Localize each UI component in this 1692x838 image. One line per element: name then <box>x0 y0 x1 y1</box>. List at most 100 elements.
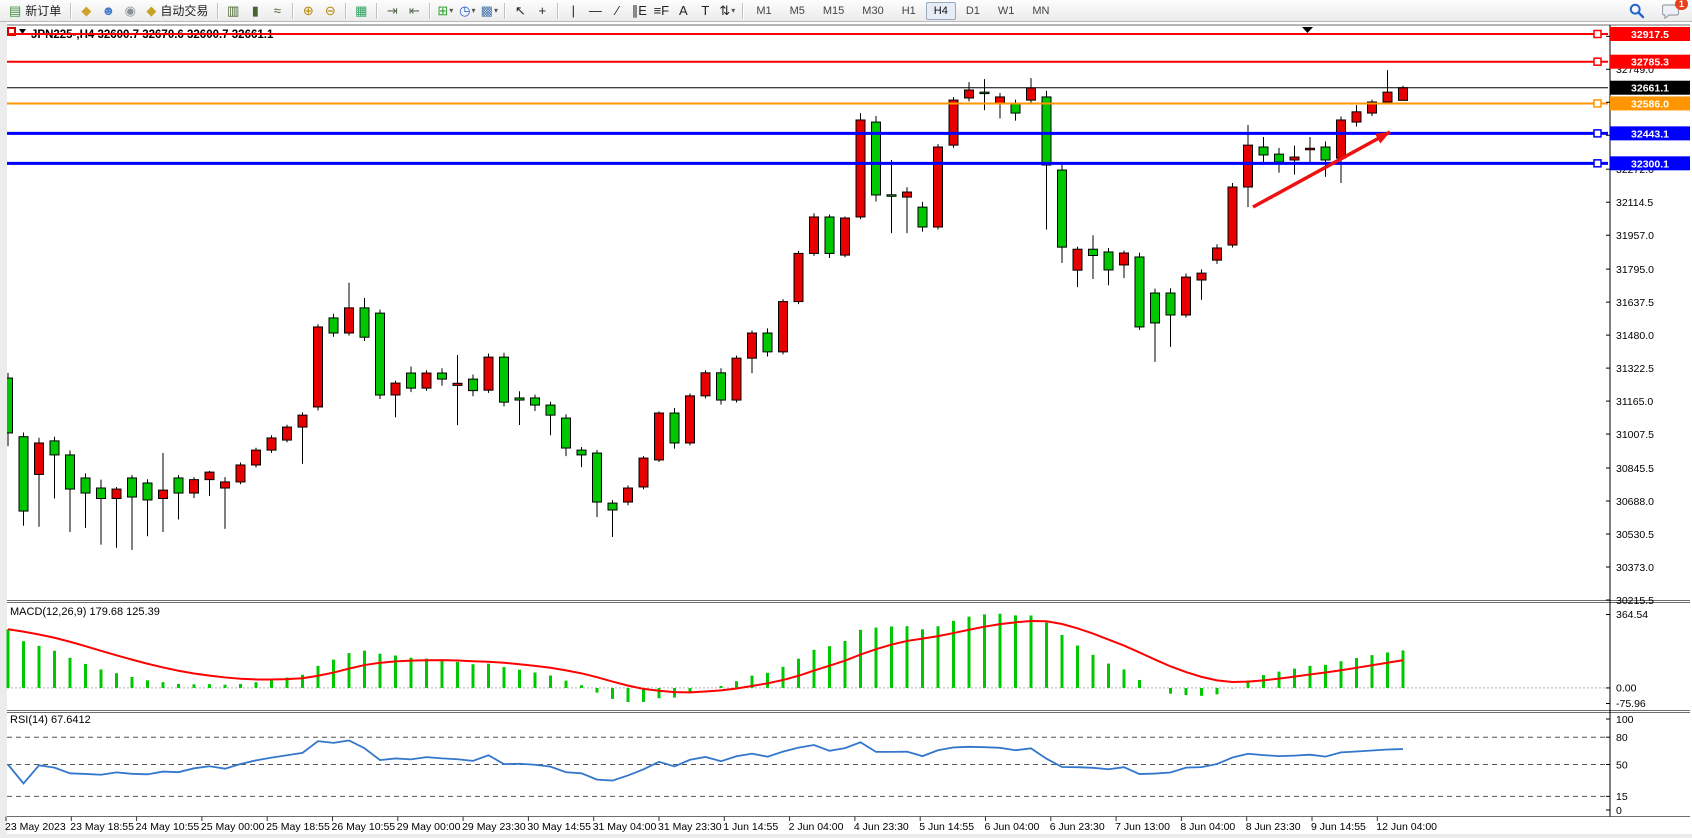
macd-axis[interactable]: 364.54 0.00 -75.96 <box>1606 609 1648 710</box>
periods-icon[interactable]: ◷ ▾ <box>457 2 477 20</box>
zoom-in-icon[interactable]: ⊕ <box>298 2 318 20</box>
svg-text:15: 15 <box>1616 791 1628 803</box>
bar-chart-icon[interactable]: ▥ <box>223 2 243 20</box>
dropdown-caret-icon[interactable]: ▾ <box>493 5 498 15</box>
vertical-line-icon[interactable]: | <box>563 2 583 20</box>
svg-text:4 Jun 23:30: 4 Jun 23:30 <box>854 821 909 833</box>
text-label-icon-glyph: T <box>701 2 710 18</box>
toolbar-separator <box>557 2 559 19</box>
svg-text:8 Jun 23:30: 8 Jun 23:30 <box>1246 821 1301 833</box>
timeframe-m1[interactable]: M1 <box>756 4 772 17</box>
time-axis[interactable]: 23 May 2023 23 May 18:55 24 May 10:55 25 Ma… <box>5 816 1437 834</box>
trendline-icon[interactable]: ∕ <box>607 2 627 20</box>
timeframe-h1[interactable]: H1 <box>901 4 916 17</box>
svg-text:32661.1: 32661.1 <box>1631 83 1669 95</box>
price-tag-32785.3 <box>1610 54 1690 69</box>
toolbar-separator <box>217 2 219 19</box>
vertical-line-icon-glyph: | <box>571 2 576 18</box>
svg-text:32114.5: 32114.5 <box>1616 197 1653 209</box>
zoom-out-icon[interactable]: ⊖ <box>320 2 340 20</box>
rsi-axis[interactable]: 100 80 50 15 0 <box>1606 714 1634 817</box>
svg-text:30688.0: 30688.0 <box>1616 496 1654 508</box>
styles-icon[interactable]: ◆ <box>76 2 96 20</box>
svg-text:32917.5: 32917.5 <box>1631 29 1669 41</box>
candlestick-series <box>7 70 1408 550</box>
horizontal-lines[interactable] <box>7 29 1608 168</box>
timeframe-w1[interactable]: W1 <box>997 4 1015 17</box>
collapse-arrow-icon[interactable] <box>19 29 26 34</box>
trend-arrow-annotation[interactable] <box>1252 130 1391 209</box>
rsi-line <box>7 739 1404 785</box>
timeframe-d1[interactable]: D1 <box>965 4 980 17</box>
svg-text:31957.0: 31957.0 <box>1616 230 1654 242</box>
timeframe-m30[interactable]: M30 <box>862 4 884 17</box>
text-label-icon[interactable]: T <box>695 2 715 20</box>
autotrading-button[interactable]: ◆ 自动交易 <box>141 2 213 20</box>
fibonacci-icon-glyph: ≡F <box>653 2 670 18</box>
broadcast-icon[interactable]: ◉ <box>120 2 140 20</box>
search-icon[interactable] <box>1627 2 1647 20</box>
bar-chart-icon-glyph: ▥ <box>227 2 240 18</box>
hline-handle[interactable] <box>1593 129 1602 138</box>
channel-icon[interactable]: ∥E <box>629 2 649 20</box>
toolbar-separator <box>376 2 378 19</box>
indicators-icon[interactable]: ⊞ ▾ <box>435 2 455 20</box>
candle-chart-icon-glyph: ▮ <box>251 2 259 18</box>
candle-chart-icon[interactable]: ▮ <box>245 2 265 20</box>
auto-scroll-icon[interactable]: ⇥ <box>382 2 402 20</box>
chart-shift-icon-glyph: ⇤ <box>408 2 420 18</box>
toolbar-buttons: ▤ 新订单 ◆ ☻ ◉ ◆ 自动交易 ▥ ▮ ≈ ⊕ ⊖ ▦ ⇥ ⇤ ⊞ ▾ ◷ ▾ ▩ ▾ ↖ + | — ∕ ∥E ≡F A T ⇅ ▾ M… <box>4 0 1059 22</box>
tile-windows-icon-glyph: ▦ <box>355 2 368 18</box>
svg-text:0: 0 <box>1616 805 1622 817</box>
svg-text:80: 80 <box>1616 732 1628 744</box>
hline-handle[interactable] <box>1593 57 1602 66</box>
timeframe-h4[interactable]: H4 <box>925 1 956 20</box>
trendline-icon-glyph: ∕ <box>616 2 619 18</box>
dropdown-caret-icon[interactable]: ▾ <box>449 5 454 15</box>
expert-advisors-icon[interactable]: ☻ <box>98 2 118 20</box>
price-axis[interactable]: 32906.532749.032591.532434.032272.032114… <box>1606 27 1690 607</box>
price-tag-32300.1 <box>1610 156 1690 171</box>
svg-text:31165.0: 31165.0 <box>1616 396 1653 408</box>
timeframe-mn[interactable]: MN <box>1032 4 1050 17</box>
timeframe-m15[interactable]: M15 <box>822 4 845 17</box>
templates-icon[interactable]: ▩ ▾ <box>479 2 499 20</box>
line-chart-icon[interactable]: ≈ <box>267 2 287 20</box>
styles-icon-glyph: ◆ <box>81 2 92 18</box>
hline-handle[interactable] <box>1593 159 1602 168</box>
macd-name: MACD(12,26,9) <box>10 606 87 618</box>
chart-shift-icon[interactable]: ⇤ <box>404 2 424 20</box>
cursor-icon[interactable]: ↖ <box>510 2 530 20</box>
scroll-position-marker[interactable] <box>1302 27 1313 33</box>
templates-icon-glyph: ▩ <box>480 2 493 18</box>
svg-text:30 May 14:55: 30 May 14:55 <box>527 821 591 833</box>
price-tag-32661.1 <box>1610 80 1690 95</box>
tile-windows-icon[interactable]: ▦ <box>351 2 371 20</box>
svg-text:30215.5: 30215.5 <box>1616 595 1654 607</box>
new-order-button[interactable]: ▤ 新订单 <box>4 2 66 20</box>
fibonacci-icon[interactable]: ≡F <box>651 2 671 20</box>
text-icon-glyph: A <box>678 2 688 18</box>
svg-text:25 May 00:00: 25 May 00:00 <box>201 821 265 833</box>
auto-scroll-icon-glyph: ⇥ <box>386 2 398 18</box>
svg-text:364.54: 364.54 <box>1616 609 1648 621</box>
chart-canvas[interactable]: JPN225-,H4 32600.7 32670.6 32600.7 32661… <box>0 22 1692 838</box>
toolbar-separator <box>345 2 347 19</box>
horizontal-line-icon-glyph: — <box>588 2 602 18</box>
dropdown-caret-icon[interactable]: ▾ <box>471 5 476 15</box>
arrows-icon[interactable]: ⇅ ▾ <box>717 2 737 20</box>
toolbar-separator <box>742 2 744 19</box>
chat-icon[interactable]: 1 <box>1661 0 1688 20</box>
timeframe-m5[interactable]: M5 <box>789 4 805 17</box>
text-icon[interactable]: A <box>673 2 693 20</box>
horizontal-line-icon[interactable]: — <box>585 2 605 20</box>
hline-handle[interactable] <box>1593 99 1602 108</box>
svg-text:50: 50 <box>1616 759 1628 771</box>
zoom-out-icon-glyph: ⊖ <box>324 2 336 18</box>
price-tag-32917.5 <box>1610 27 1690 41</box>
dropdown-caret-icon[interactable]: ▾ <box>731 5 736 15</box>
crosshair-icon[interactable]: + <box>532 2 552 20</box>
svg-text:-75.96: -75.96 <box>1616 698 1646 710</box>
svg-text:32785.3: 32785.3 <box>1631 57 1669 69</box>
hline-handle[interactable] <box>1593 29 1602 39</box>
